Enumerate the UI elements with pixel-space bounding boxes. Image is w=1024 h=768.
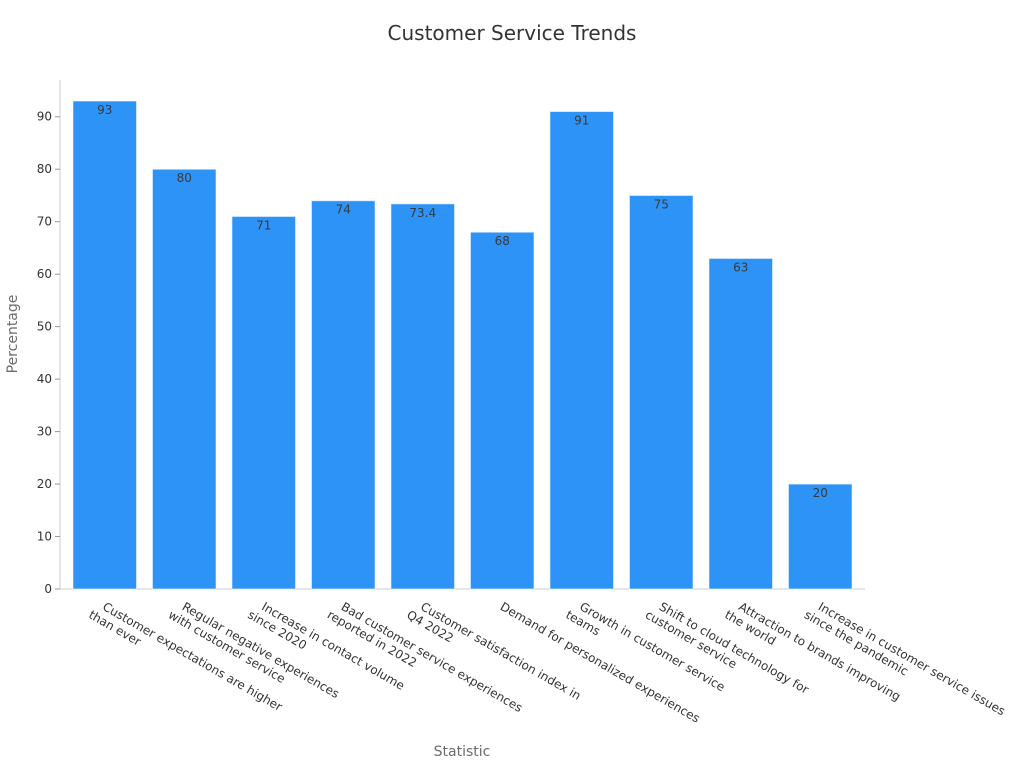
y-tick-label: 60 bbox=[37, 267, 52, 281]
y-tick-label: 80 bbox=[37, 162, 52, 176]
x-axis-title: Statistic bbox=[434, 744, 491, 760]
bar bbox=[549, 110, 615, 590]
y-tick-label: 50 bbox=[37, 320, 52, 334]
data-label: 74 bbox=[336, 203, 351, 217]
y-tick-label: 20 bbox=[37, 477, 52, 491]
data-label: 71 bbox=[256, 218, 271, 232]
y-axis-title: Percentage bbox=[5, 295, 21, 374]
bar bbox=[151, 168, 217, 590]
bar bbox=[310, 200, 376, 590]
y-axis-ticks: 0 10 20 30 40 50 60 70 80 90 bbox=[37, 110, 60, 596]
data-label: 75 bbox=[654, 197, 669, 211]
y-tick-label: 90 bbox=[37, 110, 52, 124]
y-tick-label: 70 bbox=[37, 215, 52, 229]
bar bbox=[628, 194, 694, 590]
y-tick-label: 40 bbox=[37, 372, 52, 386]
bar bbox=[390, 203, 456, 590]
chart-title: Customer Service Trends bbox=[388, 21, 637, 45]
data-labels-group: 93 80 71 74 73.4 68 91 75 63 20 bbox=[97, 103, 828, 500]
data-label: 68 bbox=[495, 234, 510, 248]
bar bbox=[72, 100, 138, 590]
bars-group bbox=[72, 100, 853, 590]
y-tick-label: 10 bbox=[37, 530, 52, 544]
data-label: 91 bbox=[574, 113, 589, 127]
data-label: 73.4 bbox=[409, 206, 436, 220]
y-tick-label: 30 bbox=[37, 425, 52, 439]
bar bbox=[708, 257, 774, 590]
bar bbox=[469, 231, 535, 590]
data-label: 93 bbox=[97, 103, 112, 117]
data-label: 63 bbox=[733, 260, 748, 274]
bar bbox=[787, 483, 853, 590]
bar bbox=[231, 215, 297, 590]
data-label: 20 bbox=[813, 486, 828, 500]
y-tick-label: 0 bbox=[44, 582, 52, 596]
x-axis-labels: Customer expectations are higherthan eve… bbox=[86, 599, 1007, 725]
data-label: 80 bbox=[177, 171, 192, 185]
x-tick-label-line: Customer satisfaction index in bbox=[418, 599, 583, 702]
